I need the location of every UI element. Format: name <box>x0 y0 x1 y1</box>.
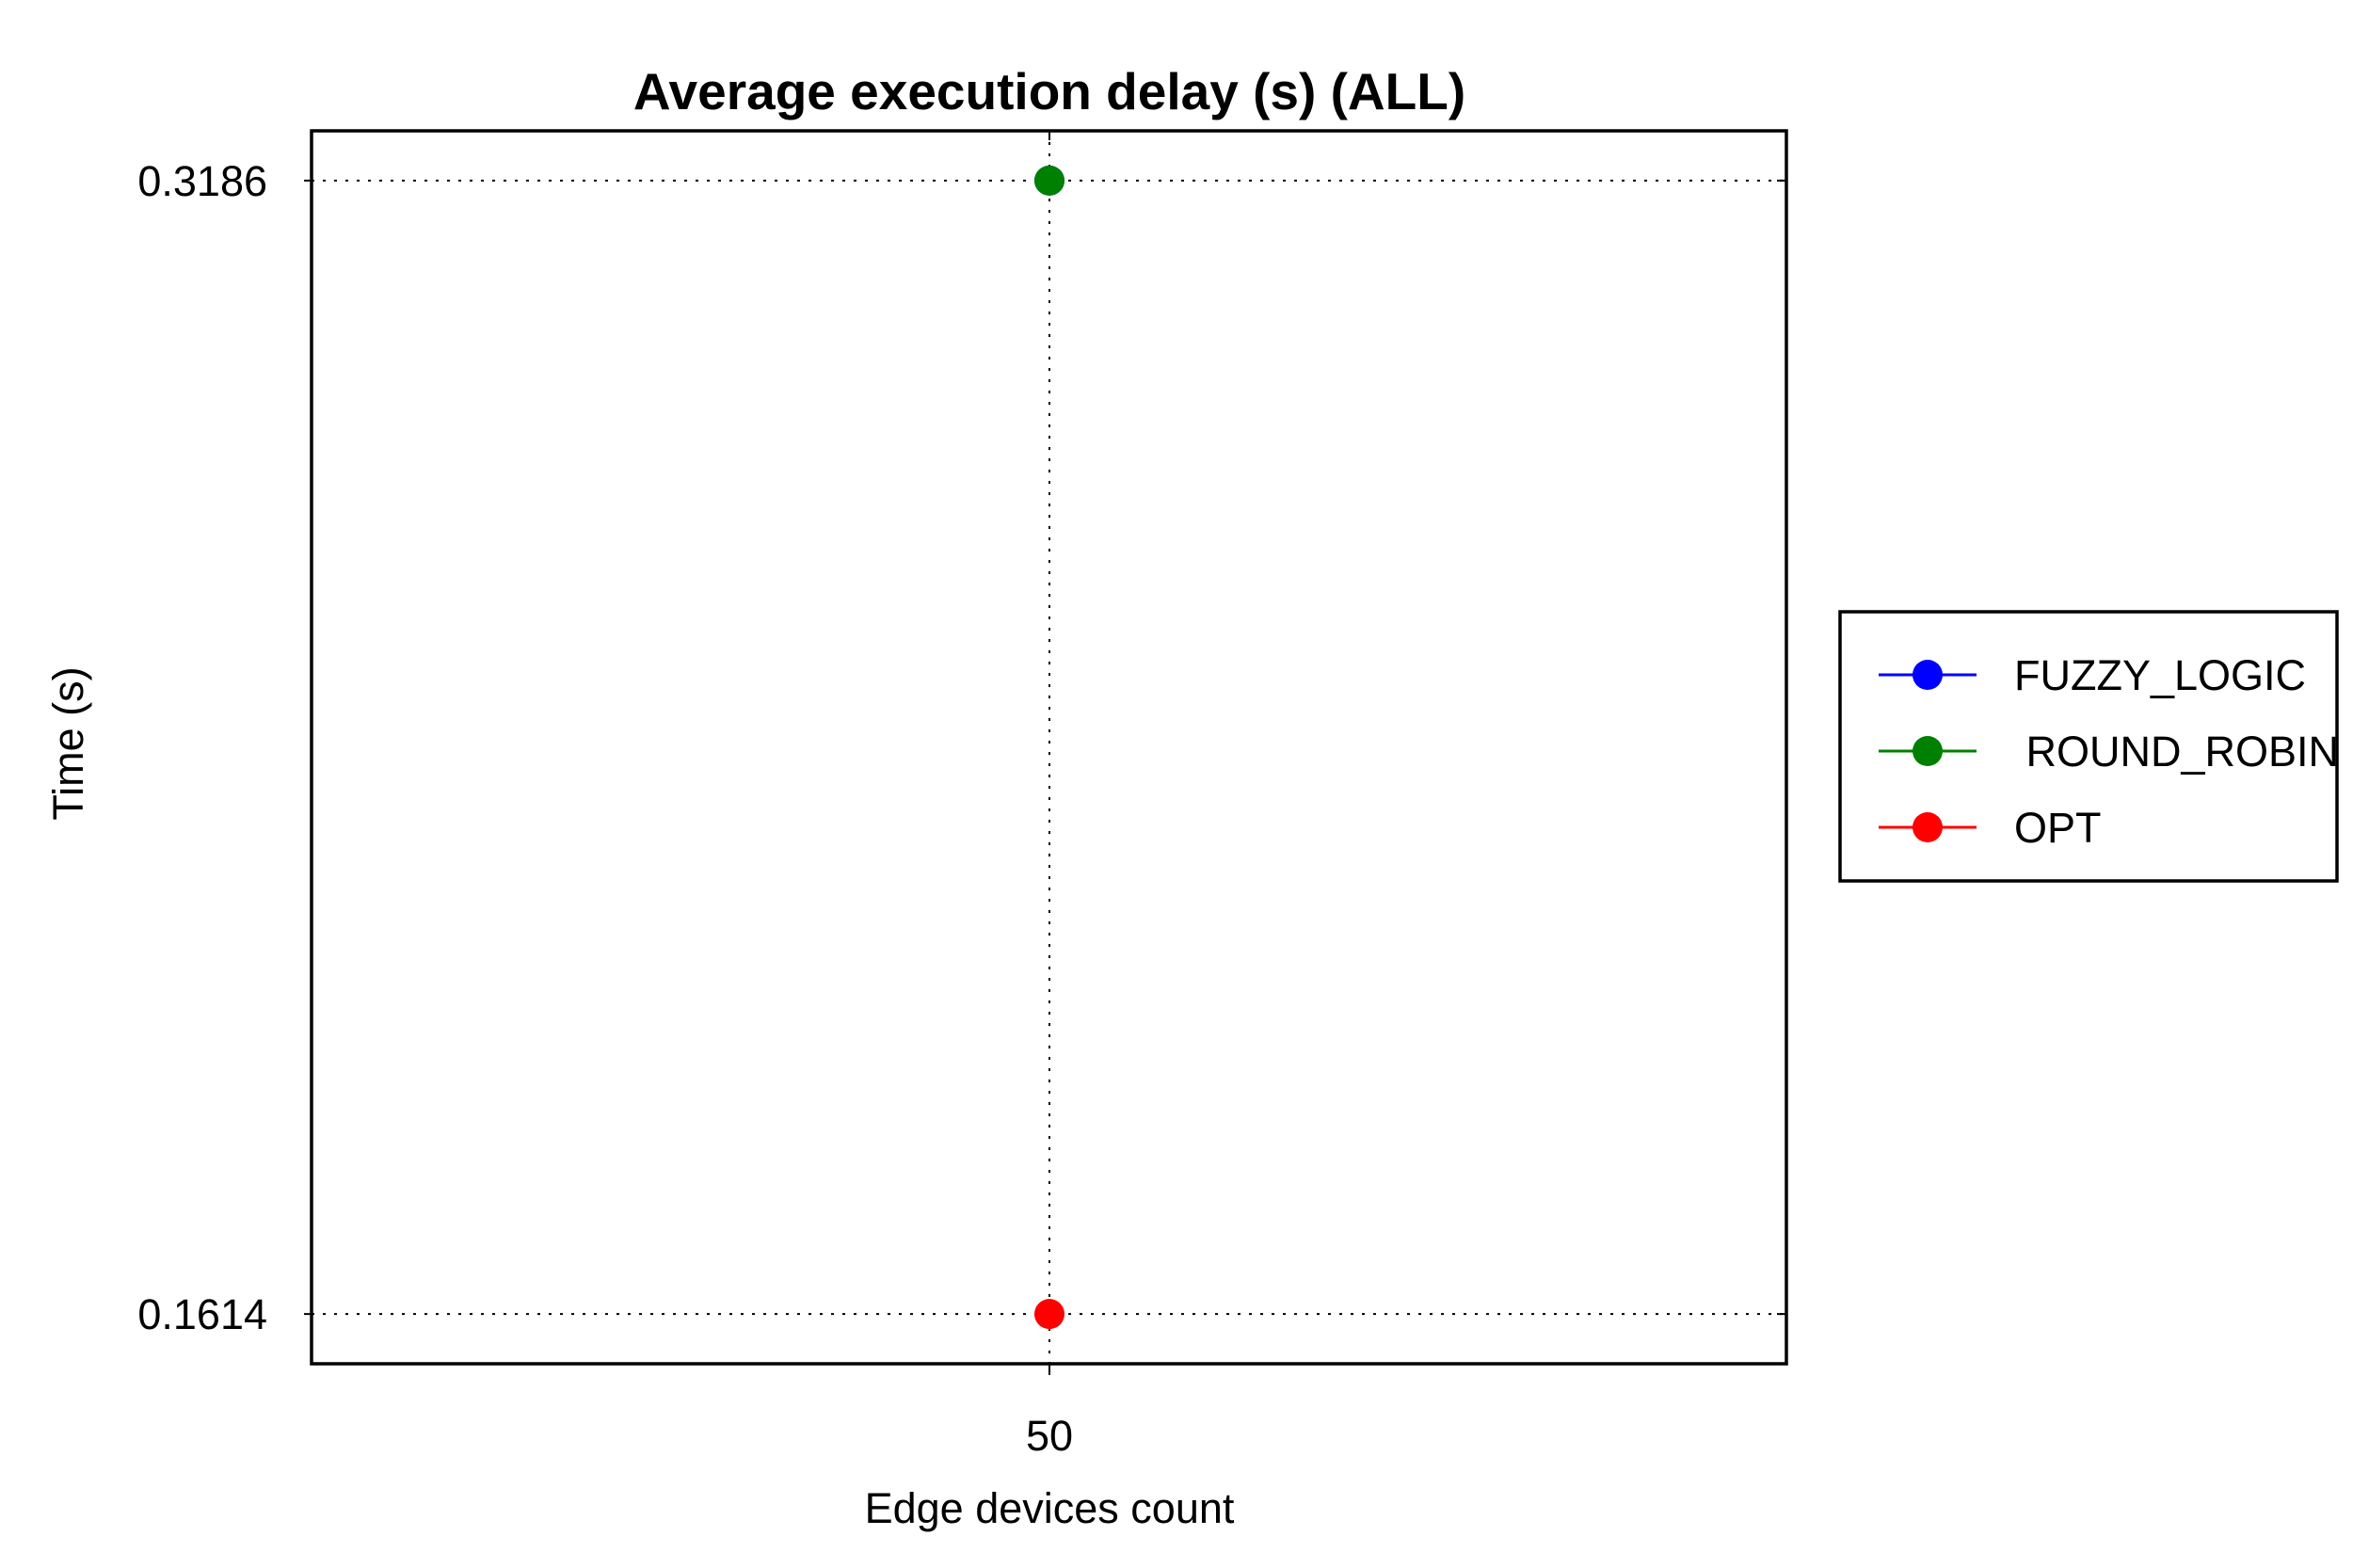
plot-frame <box>310 129 1788 1366</box>
legend-marker-round-robin <box>1913 736 1943 766</box>
legend-label-fuzzy-logic: FUZZY_LOGIC <box>2014 651 2306 699</box>
legend-marker-opt <box>1913 812 1943 842</box>
x-tick-label: 50 <box>1026 1412 1073 1460</box>
y-axis-label: Time (s) <box>44 666 92 820</box>
legend: FUZZY_LOGIC ROUND_ROBIN OPT <box>1838 610 2339 883</box>
chart-title: Average execution delay (s) (ALL) <box>633 62 1465 120</box>
grid-layer <box>312 131 1786 1364</box>
y-tick-label: 0.1614 <box>137 1290 267 1338</box>
points-layer <box>1034 165 1064 1330</box>
legend-items: FUZZY_LOGIC ROUND_ROBIN OPT <box>1879 651 2339 852</box>
legend-label-round-robin: ROUND_ROBIN <box>2014 728 2339 776</box>
data-point-round-robin <box>1034 165 1064 196</box>
ticks-layer: 0.3186 0.1614 50 <box>137 131 1786 1460</box>
legend-label-opt: OPT <box>2014 804 2102 852</box>
y-tick-label: 0.3186 <box>137 157 267 205</box>
x-axis-label: Edge devices count <box>865 1484 1235 1532</box>
legend-marker-fuzzy-logic <box>1913 660 1943 690</box>
data-point-opt <box>1034 1299 1064 1330</box>
